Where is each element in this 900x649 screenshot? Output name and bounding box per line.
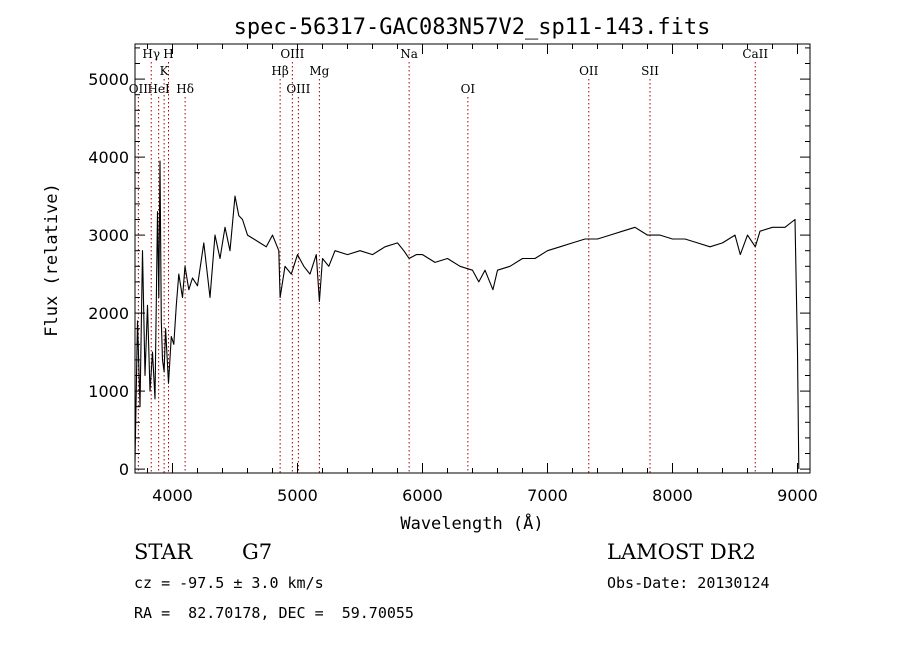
spectral-line-label: H	[163, 47, 173, 61]
spectral-line-label: K	[160, 64, 170, 78]
y-tick-label: 4000	[88, 148, 129, 167]
flux-series-line	[134, 160, 800, 470]
object-subclass: G7	[242, 540, 273, 564]
spectral-line-label: Hγ	[142, 47, 160, 61]
y-tick-label: 5000	[88, 70, 129, 89]
y-tick-label: 0	[119, 460, 129, 479]
spectral-line-label: SII	[641, 64, 659, 78]
x-tick-label: 5000	[277, 486, 318, 505]
spectral-line-label: OIII	[280, 47, 304, 61]
spectral-line-label: OIII	[286, 82, 310, 96]
observation-date: Obs-Date: 20130124	[607, 574, 770, 592]
spectral-line-label: Hβ	[271, 64, 288, 78]
x-tick-label: 8000	[652, 486, 693, 505]
y-tick-label: 1000	[88, 382, 129, 401]
spectral-line-label: Mg	[309, 64, 329, 78]
x-axis-label: Wavelength (Å)	[400, 512, 543, 534]
spectral-line-label: Na	[400, 47, 418, 61]
object-type: STAR	[134, 540, 193, 564]
spectral-line-label: OII	[129, 82, 149, 96]
x-tick-label: 9000	[777, 486, 818, 505]
spectral-line-label: Hδ	[176, 82, 194, 96]
spectral-line-label: HeI	[147, 82, 170, 96]
y-tick-label: 3000	[88, 226, 129, 245]
chart-title: spec-56317-GAC083N57V2_sp11-143.fits	[234, 15, 711, 40]
coordinates: RA = 82.70178, DEC = 59.70055	[134, 604, 414, 622]
x-tick-label: 4000	[152, 486, 193, 505]
spectral-line-label: OI	[461, 82, 476, 96]
plot-frame	[134, 43, 811, 474]
x-tick-label: 7000	[527, 486, 568, 505]
spectral-line-label: OII	[579, 64, 599, 78]
y-tick-label: 2000	[88, 304, 129, 323]
y-axis-label: Flux (relative)	[42, 183, 62, 337]
survey-name: LAMOST DR2	[607, 540, 756, 564]
x-tick-label: 6000	[402, 486, 443, 505]
spectral-line-label: CaII	[742, 47, 768, 61]
redshift-cz: cz = -97.5 ± 3.0 km/s	[134, 574, 324, 592]
